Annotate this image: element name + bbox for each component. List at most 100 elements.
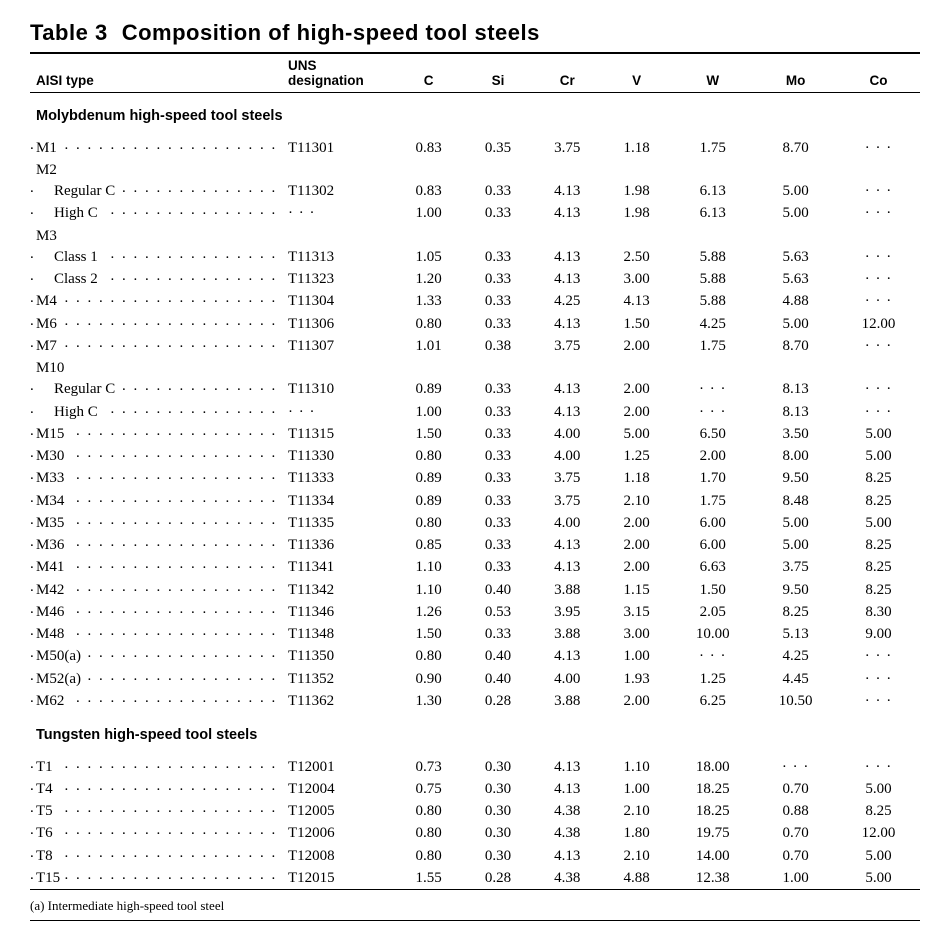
cr-value: 4.13: [533, 401, 602, 423]
table-row: . . . . . . . . . . . . . . . . . . . . …: [30, 668, 920, 690]
si-value: 0.33: [463, 623, 532, 645]
uns-value: T11335: [282, 512, 394, 534]
v-value: 2.50: [602, 246, 671, 268]
mo-value: 0.70: [754, 845, 837, 867]
co-value: · · ·: [837, 137, 920, 159]
co-value: 8.25: [837, 800, 920, 822]
si-value: 0.30: [463, 756, 532, 778]
table-row: M2: [30, 159, 920, 180]
w-value: 6.13: [671, 202, 754, 224]
cr-value: 4.38: [533, 867, 602, 889]
table-row: . . . . . . . . . . . . . . . . . . . . …: [30, 822, 920, 844]
composition-table: AISI type UNS designation C Si Cr V W Mo…: [30, 54, 920, 889]
mo-value: 8.48: [754, 490, 837, 512]
aisi-label: . . . . . . . . . . . . . . . . . . . . …: [30, 534, 282, 556]
table-row: . . . . . . . . . . . . . . . . . . . . …: [30, 246, 920, 268]
table-row: . . . . . . . . . . . . . . . . . . . . …: [30, 467, 920, 489]
w-value: 14.00: [671, 845, 754, 867]
w-value: 5.88: [671, 246, 754, 268]
mo-value: 5.00: [754, 313, 837, 335]
uns-value: T11301: [282, 137, 394, 159]
si-value: 0.33: [463, 490, 532, 512]
table-row: . . . . . . . . . . . . . . . . . . . . …: [30, 268, 920, 290]
bottom-rule: [30, 920, 920, 921]
aisi-label: . . . . . . . . . . . . . . . . . . . . …: [30, 800, 282, 822]
col-si: Si: [463, 54, 532, 92]
cr-value: 4.00: [533, 668, 602, 690]
mo-value: 5.00: [754, 512, 837, 534]
v-value: 2.00: [602, 401, 671, 423]
aisi-label: . . . . . . . . . . . . . . . . . . . . …: [30, 467, 282, 489]
uns-value: T11330: [282, 445, 394, 467]
v-value: 1.00: [602, 778, 671, 800]
co-value: 8.25: [837, 556, 920, 578]
mo-value: 10.50: [754, 690, 837, 712]
aisi-label: . . . . . . . . . . . . . . . . . . . . …: [30, 290, 282, 312]
c-value: 1.05: [394, 246, 463, 268]
cr-value: 4.13: [533, 313, 602, 335]
table-row: . . . . . . . . . . . . . . . . . . . . …: [30, 512, 920, 534]
cr-value: 4.13: [533, 202, 602, 224]
c-value: 1.50: [394, 423, 463, 445]
w-value: 18.25: [671, 800, 754, 822]
v-value: 1.80: [602, 822, 671, 844]
col-v: V: [602, 54, 671, 92]
mo-value: 4.25: [754, 645, 837, 667]
cr-value: 3.75: [533, 335, 602, 357]
uns-value: T11350: [282, 645, 394, 667]
table-row: . . . . . . . . . . . . . . . . . . . . …: [30, 778, 920, 800]
c-value: 0.80: [394, 445, 463, 467]
cr-value: 4.13: [533, 180, 602, 202]
section-heading: Tungsten high-speed tool steels: [30, 712, 920, 756]
c-value: 1.26: [394, 601, 463, 623]
co-value: 8.25: [837, 579, 920, 601]
v-value: 1.93: [602, 668, 671, 690]
si-value: 0.33: [463, 401, 532, 423]
table-row: . . . . . . . . . . . . . . . . . . . . …: [30, 690, 920, 712]
v-value: 2.00: [602, 556, 671, 578]
cr-value: 4.00: [533, 423, 602, 445]
uns-value: · · ·: [282, 401, 394, 423]
aisi-label: . . . . . . . . . . . . . . . . . . . . …: [30, 756, 282, 778]
co-value: 5.00: [837, 423, 920, 445]
mo-value: 5.13: [754, 623, 837, 645]
footnote: (a) Intermediate high-speed tool steel: [30, 890, 920, 920]
c-value: 1.55: [394, 867, 463, 889]
aisi-label: . . . . . . . . . . . . . . . . . . . . …: [30, 623, 282, 645]
co-value: · · ·: [837, 180, 920, 202]
cr-value: 3.75: [533, 467, 602, 489]
mo-value: 5.00: [754, 180, 837, 202]
c-value: 0.80: [394, 645, 463, 667]
co-value: · · ·: [837, 668, 920, 690]
w-value: 1.75: [671, 490, 754, 512]
co-value: 8.25: [837, 534, 920, 556]
col-mo: Mo: [754, 54, 837, 92]
w-value: 6.00: [671, 512, 754, 534]
si-value: 0.33: [463, 534, 532, 556]
c-value: 0.85: [394, 534, 463, 556]
table-row: M3: [30, 225, 920, 246]
cr-value: 4.13: [533, 246, 602, 268]
mo-value: 8.13: [754, 401, 837, 423]
col-aisi: AISI type: [30, 54, 282, 92]
si-value: 0.33: [463, 512, 532, 534]
cr-value: 4.13: [533, 645, 602, 667]
si-value: 0.33: [463, 202, 532, 224]
co-value: 9.00: [837, 623, 920, 645]
co-value: 5.00: [837, 512, 920, 534]
table-body: Molybdenum high-speed tool steels. . . .…: [30, 92, 920, 889]
aisi-label: M2: [30, 159, 282, 180]
table-row: . . . . . . . . . . . . . . . . . . . . …: [30, 335, 920, 357]
c-value: 1.10: [394, 579, 463, 601]
w-value: 1.75: [671, 335, 754, 357]
mo-value: 3.75: [754, 556, 837, 578]
table-number: Table 3: [30, 20, 108, 45]
si-value: 0.30: [463, 822, 532, 844]
mo-value: 5.63: [754, 268, 837, 290]
c-value: 1.50: [394, 623, 463, 645]
mo-value: 8.00: [754, 445, 837, 467]
si-value: 0.35: [463, 137, 532, 159]
table-row: . . . . . . . . . . . . . . . . . . . . …: [30, 137, 920, 159]
uns-value: T11362: [282, 690, 394, 712]
c-value: 0.89: [394, 490, 463, 512]
